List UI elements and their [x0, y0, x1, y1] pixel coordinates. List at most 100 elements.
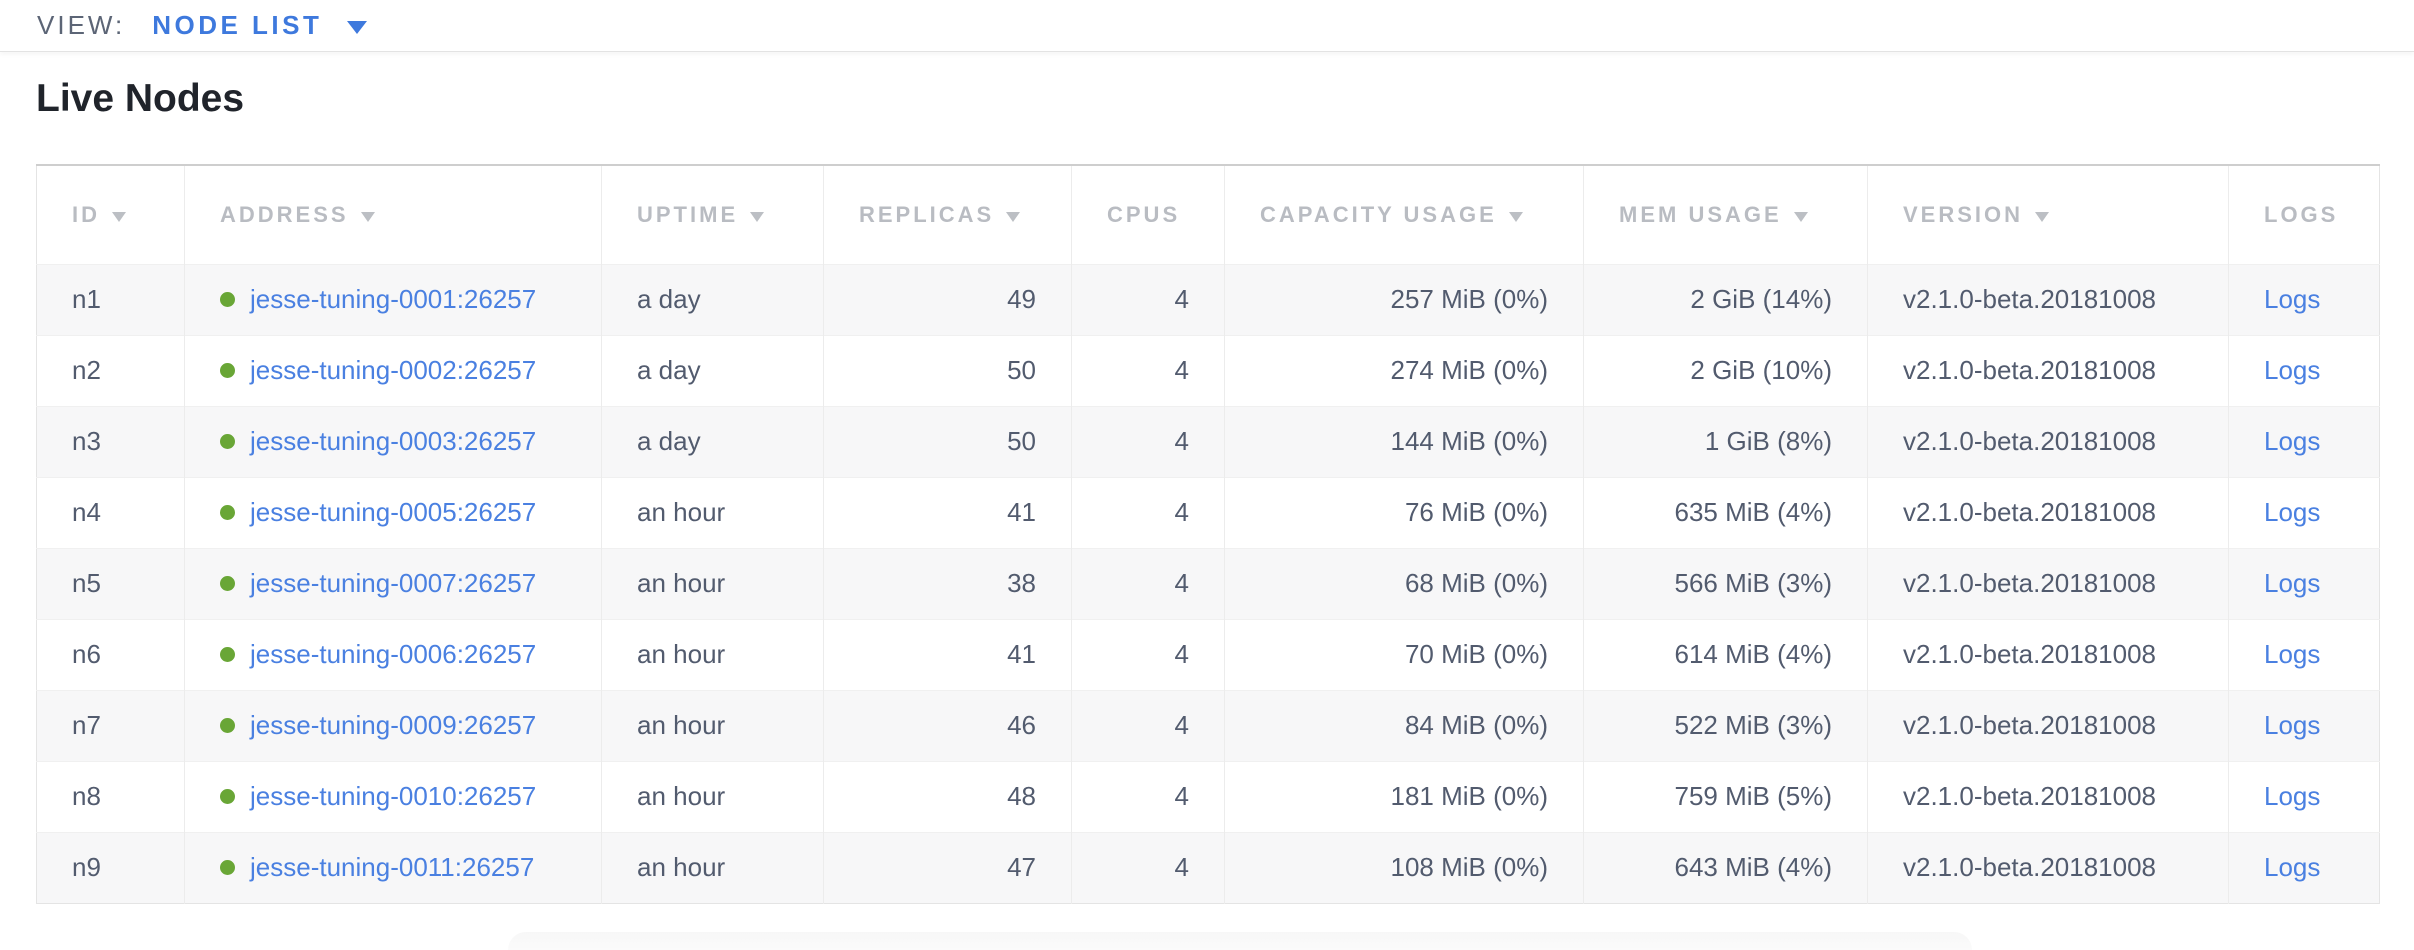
- node-capacity_usage-cell: 70 MiB (0%): [1224, 618, 1584, 690]
- node-logs-link[interactable]: Logs: [2264, 710, 2321, 740]
- node-mem_usage-cell: 522 MiB (3%): [1583, 689, 1868, 761]
- node-capacity_usage-cell: 144 MiB (0%): [1224, 405, 1584, 477]
- node-uptime-cell: a day: [601, 405, 824, 477]
- node-address-link[interactable]: jesse-tuning-0003:26257: [250, 426, 537, 456]
- node-uptime-cell: an hour: [601, 760, 824, 832]
- node-address-cell: jesse-tuning-0009:26257: [184, 689, 602, 761]
- node-version-cell: v2.1.0-beta.20181008: [1867, 618, 2229, 690]
- column-header-cpus: CPUS: [1071, 165, 1225, 264]
- node-live-status-icon: [220, 433, 235, 449]
- sort-descending-icon: [1006, 211, 1021, 222]
- table-row: n8 jesse-tuning-0010:26257 an hour 48 4 181 M…: [36, 760, 2380, 832]
- node-replicas-cell: 48: [823, 760, 1072, 832]
- node-version-cell: v2.1.0-beta.20181008: [1867, 689, 2229, 761]
- node-live-status-icon: [220, 575, 235, 591]
- node-logs-link[interactable]: Logs: [2264, 355, 2321, 385]
- column-header-label: CPUS: [1107, 201, 1181, 227]
- view-dropdown[interactable]: NODE LIST: [152, 10, 368, 41]
- column-header-mem_usage[interactable]: MEM USAGE: [1583, 165, 1868, 264]
- node-logs-link[interactable]: Logs: [2264, 639, 2321, 669]
- node-live-status-icon: [220, 859, 235, 875]
- node-replicas-cell: 38: [823, 547, 1072, 619]
- column-header-version[interactable]: VERSION: [1867, 165, 2229, 264]
- live-nodes-table: ID ADDRESS UPTIME REPLICAS CPUS CAPACITY USAG…: [36, 164, 2380, 904]
- node-id-cell: n8: [36, 760, 185, 832]
- node-cpus-cell: 4: [1071, 831, 1225, 903]
- node-logs-cell: Logs: [2228, 831, 2380, 903]
- view-dropdown-value: NODE LIST: [152, 10, 323, 40]
- node-logs-link[interactable]: Logs: [2264, 284, 2321, 314]
- column-header-label: MEM USAGE: [1619, 201, 1782, 227]
- node-address-link[interactable]: jesse-tuning-0002:26257: [250, 355, 537, 385]
- node-logs-cell: Logs: [2228, 547, 2380, 619]
- node-replicas-cell: 50: [823, 405, 1072, 477]
- node-mem_usage-cell: 2 GiB (14%): [1583, 263, 1868, 335]
- node-logs-link[interactable]: Logs: [2264, 852, 2321, 882]
- node-version-cell: v2.1.0-beta.20181008: [1867, 831, 2229, 903]
- node-capacity_usage-cell: 76 MiB (0%): [1224, 476, 1584, 548]
- node-address-cell: jesse-tuning-0011:26257: [184, 831, 602, 903]
- node-address-link[interactable]: jesse-tuning-0011:26257: [250, 852, 535, 882]
- sort-descending-icon: [750, 211, 765, 222]
- column-header-capacity_usage[interactable]: CAPACITY USAGE: [1224, 165, 1584, 264]
- node-uptime-cell: a day: [601, 263, 824, 335]
- node-cpus-cell: 4: [1071, 618, 1225, 690]
- node-logs-cell: Logs: [2228, 263, 2380, 335]
- column-header-label: REPLICAS: [859, 201, 995, 227]
- table-row: n9 jesse-tuning-0011:26257 an hour 47 4 108 M…: [36, 831, 2380, 903]
- column-header-replicas[interactable]: REPLICAS: [823, 165, 1072, 264]
- node-logs-link[interactable]: Logs: [2264, 497, 2321, 527]
- node-replicas-cell: 46: [823, 689, 1072, 761]
- node-address-link[interactable]: jesse-tuning-0001:26257: [250, 284, 537, 314]
- node-address-cell: jesse-tuning-0001:26257: [184, 263, 602, 335]
- node-logs-cell: Logs: [2228, 405, 2380, 477]
- node-address-link[interactable]: jesse-tuning-0005:26257: [250, 497, 537, 527]
- column-header-uptime[interactable]: UPTIME: [601, 165, 824, 264]
- node-address-link[interactable]: jesse-tuning-0009:26257: [250, 710, 537, 740]
- node-address-cell: jesse-tuning-0003:26257: [184, 405, 602, 477]
- node-live-status-icon: [220, 291, 235, 307]
- node-address-link[interactable]: jesse-tuning-0007:26257: [250, 568, 537, 598]
- node-logs-link[interactable]: Logs: [2264, 426, 2321, 456]
- column-header-label: CAPACITY USAGE: [1260, 201, 1497, 227]
- node-id-cell: n3: [36, 405, 185, 477]
- node-uptime-cell: an hour: [601, 547, 824, 619]
- table-row: n3 jesse-tuning-0003:26257 a day 50 4 144 MiB…: [36, 405, 2380, 477]
- sort-descending-icon: [360, 211, 375, 222]
- node-version-cell: v2.1.0-beta.20181008: [1867, 263, 2229, 335]
- column-header-id[interactable]: ID: [37, 165, 185, 264]
- next-panel-top-edge: [508, 932, 1972, 950]
- node-replicas-cell: 41: [823, 618, 1072, 690]
- node-logs-cell: Logs: [2228, 476, 2380, 548]
- node-capacity_usage-cell: 257 MiB (0%): [1224, 263, 1584, 335]
- node-cpus-cell: 4: [1071, 405, 1225, 477]
- node-capacity_usage-cell: 84 MiB (0%): [1224, 689, 1584, 761]
- node-mem_usage-cell: 635 MiB (4%): [1583, 476, 1868, 548]
- node-logs-link[interactable]: Logs: [2264, 568, 2321, 598]
- node-address-cell: jesse-tuning-0010:26257: [184, 760, 602, 832]
- node-address-link[interactable]: jesse-tuning-0006:26257: [250, 639, 537, 669]
- node-live-status-icon: [220, 646, 235, 662]
- node-uptime-cell: an hour: [601, 831, 824, 903]
- node-mem_usage-cell: 759 MiB (5%): [1583, 760, 1868, 832]
- node-version-cell: v2.1.0-beta.20181008: [1867, 405, 2229, 477]
- node-address-link[interactable]: jesse-tuning-0010:26257: [250, 781, 537, 811]
- table-row: n2 jesse-tuning-0002:26257 a day 50 4 274 MiB…: [36, 334, 2380, 406]
- node-id-cell: n7: [36, 689, 185, 761]
- node-id-cell: n5: [36, 547, 185, 619]
- view-label: VIEW:: [37, 10, 126, 40]
- node-cpus-cell: 4: [1071, 476, 1225, 548]
- node-cpus-cell: 4: [1071, 547, 1225, 619]
- column-header-label: ID: [72, 201, 100, 227]
- node-version-cell: v2.1.0-beta.20181008: [1867, 476, 2229, 548]
- node-replicas-cell: 50: [823, 334, 1072, 406]
- table-row: n6 jesse-tuning-0006:26257 an hour 41 4 70 Mi…: [36, 618, 2380, 690]
- column-header-label: UPTIME: [637, 201, 739, 227]
- node-mem_usage-cell: 566 MiB (3%): [1583, 547, 1868, 619]
- node-logs-link[interactable]: Logs: [2264, 781, 2321, 811]
- node-address-cell: jesse-tuning-0007:26257: [184, 547, 602, 619]
- node-live-status-icon: [220, 788, 235, 804]
- column-header-address[interactable]: ADDRESS: [184, 165, 602, 264]
- node-cpus-cell: 4: [1071, 334, 1225, 406]
- table-row: n7 jesse-tuning-0009:26257 an hour 46 4 84 Mi…: [36, 689, 2380, 761]
